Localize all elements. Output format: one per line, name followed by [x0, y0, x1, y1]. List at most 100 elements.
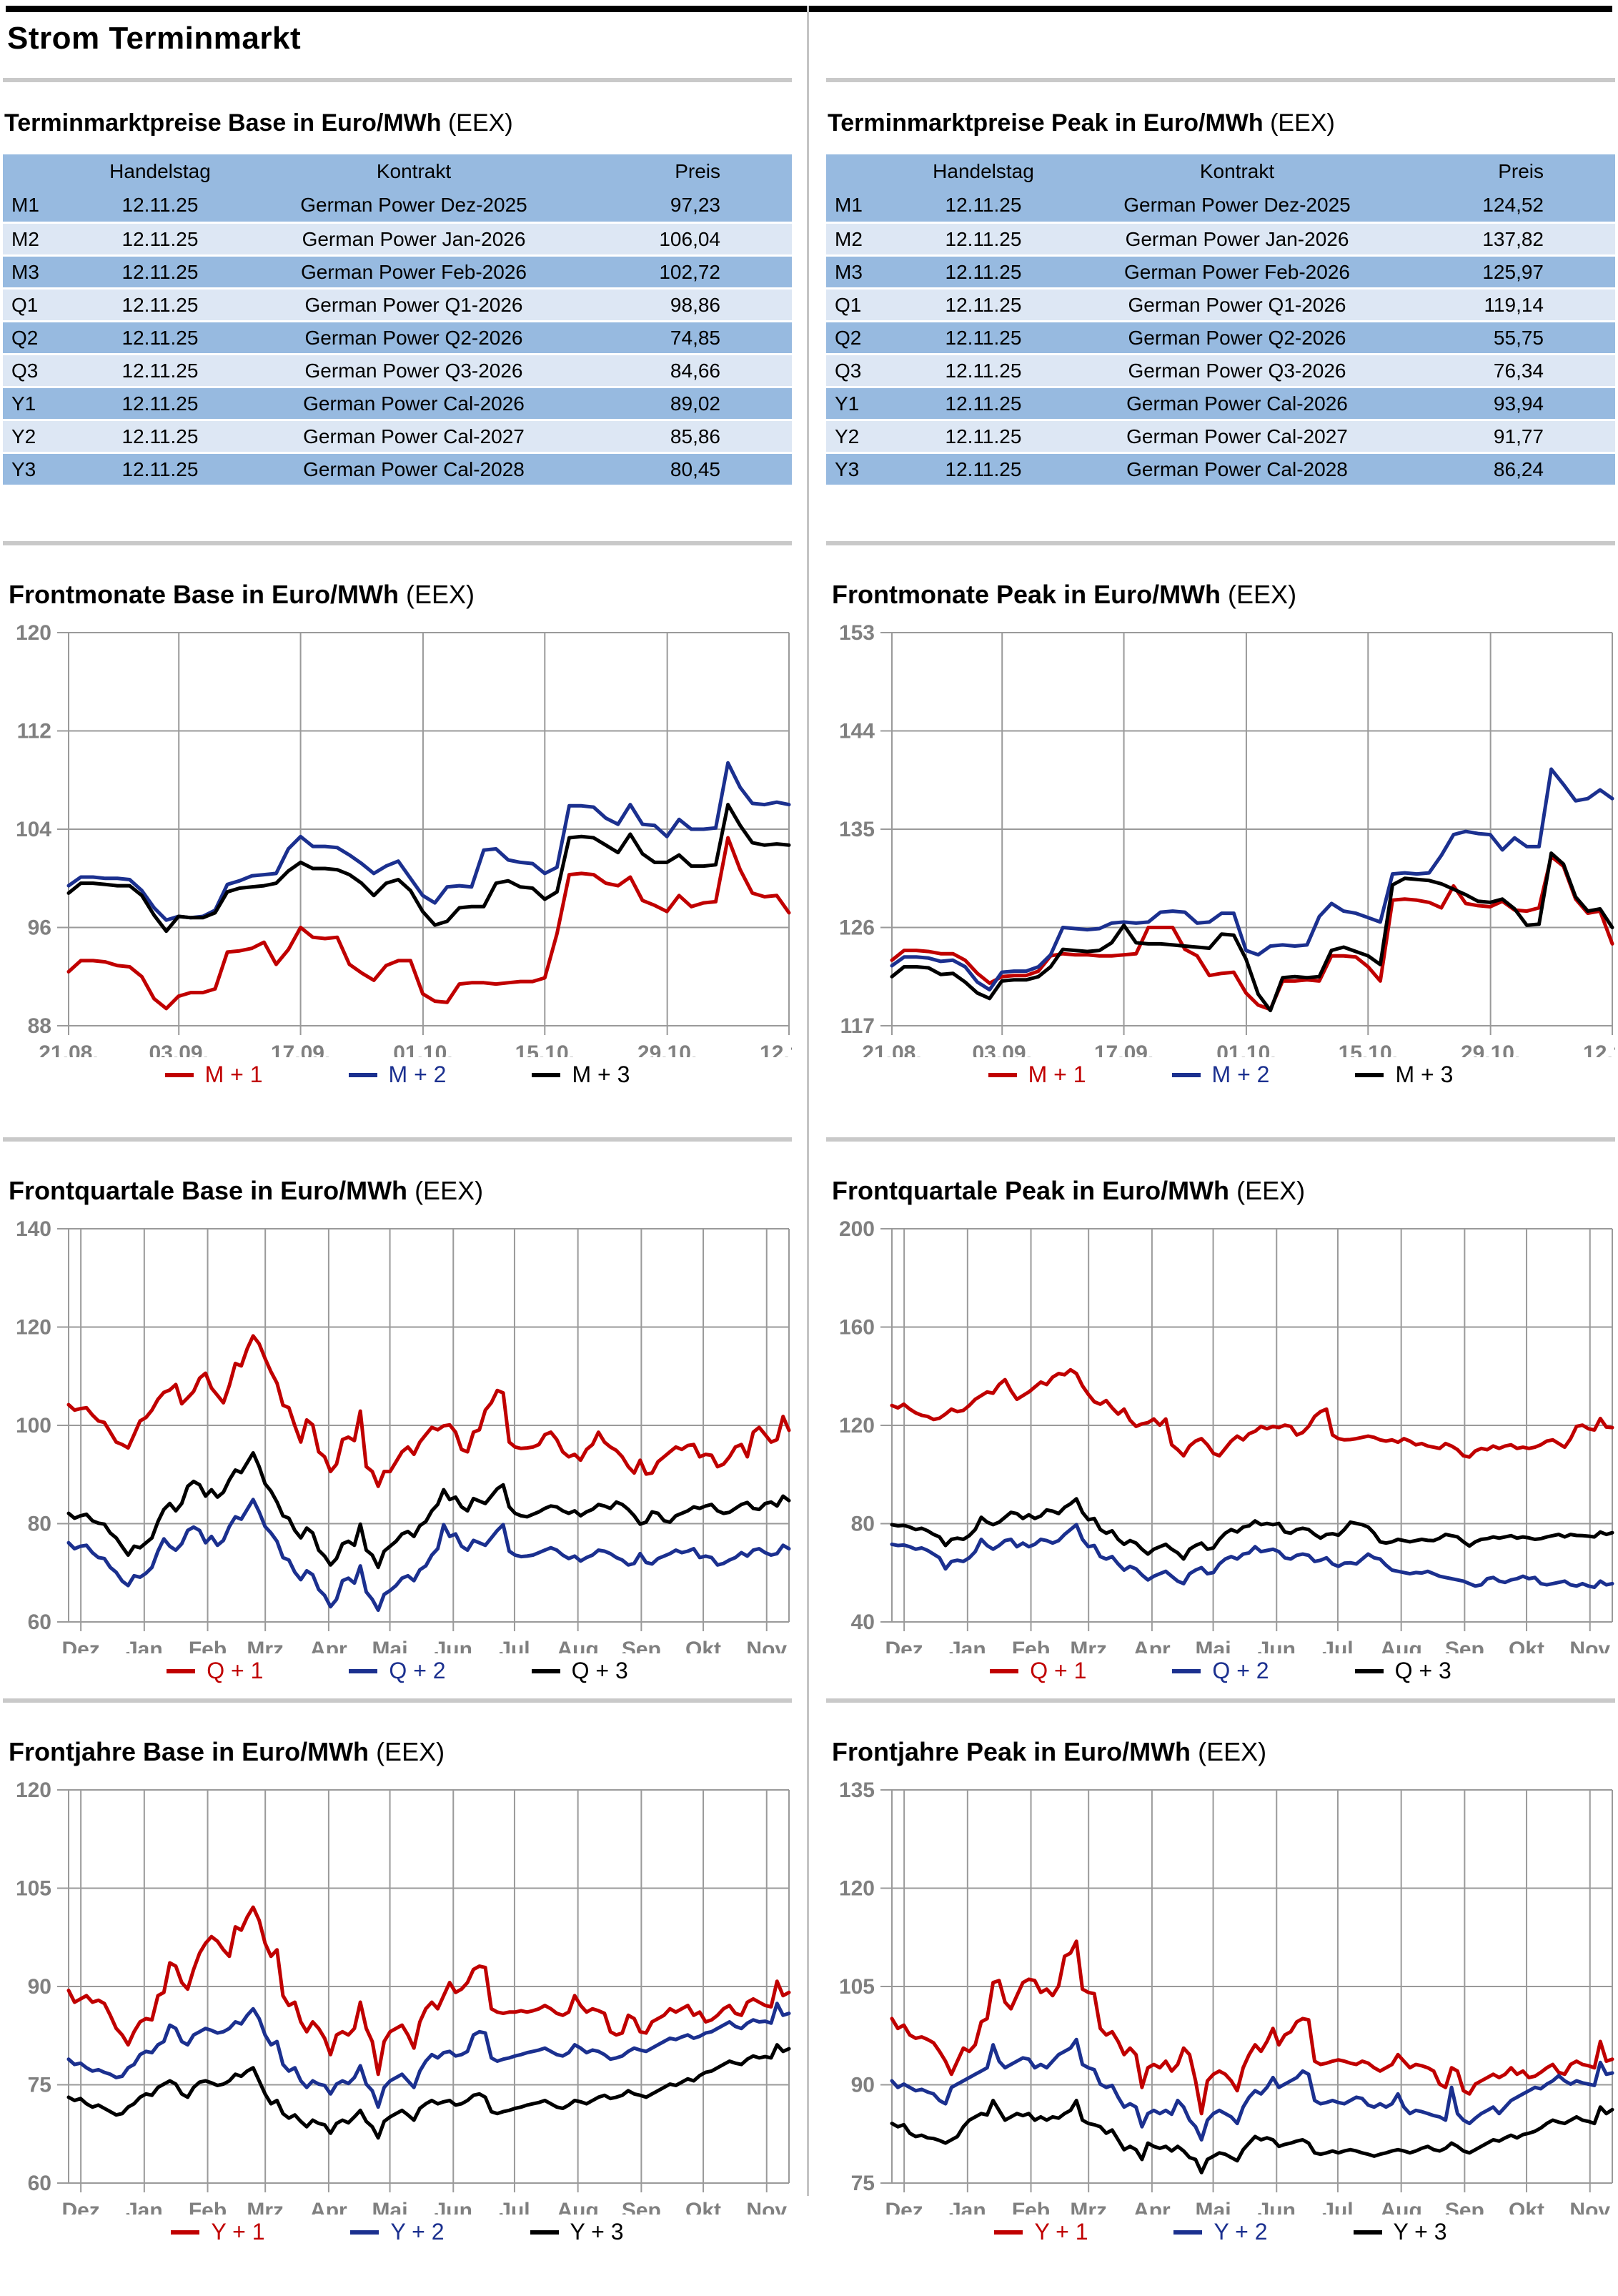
chart-legend: M + 1 M + 2 M + 3 [826, 1062, 1615, 1088]
y-axis-tick-label: 40 [851, 1610, 875, 1634]
table-cell: Q3 [826, 353, 890, 386]
series-line-M+3 [66, 803, 791, 934]
series-line-Y+3 [890, 2099, 1614, 2174]
y-axis-tick-label: 120 [16, 621, 51, 645]
table-cell: 93,94 [1398, 386, 1615, 419]
x-axis-tick-label: Jan [949, 2199, 986, 2215]
column-header: Handelstag [109, 160, 211, 182]
legend-label: Q + 2 [389, 1658, 446, 1683]
legend-item: Q + 1 [167, 1658, 263, 1684]
table-cell: 12.11.25 [67, 320, 253, 353]
y-axis-tick-label: 120 [16, 1316, 51, 1340]
x-axis-tick-label: Jan [126, 1638, 163, 1653]
legend-label: Q + 3 [1394, 1658, 1451, 1683]
legend-swatch [532, 1072, 561, 1077]
column-header [826, 154, 890, 189]
table-cell: Y2 [826, 419, 890, 452]
legend-item: M + 1 [988, 1062, 1086, 1088]
heading-suffix: (EEX) [447, 109, 513, 137]
table-row: Y1 12.11.25 German Power Cal-2026 89,02 [3, 386, 792, 419]
table-cell: 74,85 [575, 320, 792, 353]
y-axis-tick-label: 100 [16, 1414, 51, 1438]
x-axis-tick-label: Mrz [247, 1638, 284, 1653]
x-axis-tick-label: Mrz [1070, 1638, 1107, 1653]
heading-suffix: (EEX) [1270, 109, 1335, 137]
chart-legend: M + 1 M + 2 M + 3 [3, 1062, 792, 1088]
table-cell: Q2 [826, 320, 890, 353]
section-rule [3, 1137, 792, 1142]
table-cell: 12.11.25 [890, 386, 1076, 419]
table-cell: German Power Feb-2026 [1076, 254, 1398, 287]
legend-item: Y + 1 [994, 2219, 1088, 2245]
table-cell: 137,82 [1398, 222, 1615, 254]
x-axis-tick-label: Mai [372, 2199, 408, 2215]
series-line-M+3 [890, 851, 1614, 1013]
x-axis-tick-label: Jan [949, 1638, 986, 1653]
table-cell: M1 [835, 194, 863, 216]
table-cell: Q2 [3, 320, 67, 353]
peak-table-section: Terminmarktpreise Peak in Euro/MWh (EEX)… [826, 78, 1615, 541]
x-axis-tick-label: Feb [1012, 2199, 1050, 2215]
x-axis-tick-label: Aug [1380, 1638, 1421, 1653]
report-grid: Terminmarktpreise Base in Euro/MWh (EEX)… [0, 78, 1618, 2284]
x-axis-tick-label: Okt [1509, 1638, 1544, 1653]
x-axis-tick-label: Jun [1258, 2199, 1296, 2215]
table-cell: 85,86 [575, 419, 792, 452]
column-header [3, 154, 67, 189]
chart-title-text: Frontquartale Base in Euro/MWh [9, 1176, 408, 1205]
legend-item: Q + 3 [531, 1658, 628, 1684]
table-cell: 12.11.25 [67, 222, 253, 254]
legend-item: Q + 2 [1172, 1658, 1269, 1684]
table-cell: M2 [826, 222, 890, 254]
table-cell: German Power Feb-2026 [253, 254, 575, 287]
table-cell: German Power Jan-2026 [1076, 222, 1398, 254]
section-rule [3, 1698, 792, 1703]
table-cell: German Power Cal-2027 [253, 419, 575, 452]
table-row: M1 12.11.25 German Power Dez-2025 97,23 [3, 189, 792, 222]
table-cell: German Power Cal-2028 [253, 452, 575, 485]
chart-legend: Q + 1 Q + 2 Q + 3 [3, 1658, 792, 1684]
legend-label: Y + 1 [1034, 2219, 1088, 2245]
table-cell: 125,97 [1398, 254, 1615, 287]
legend-label: Y + 2 [390, 2219, 445, 2245]
y-axis-tick-label: 60 [28, 2172, 51, 2195]
y-axis-tick-label: 80 [28, 1513, 51, 1536]
legend-label: M + 1 [204, 1062, 263, 1087]
table-cell: 12.11.25 [67, 452, 253, 485]
legend-swatch [530, 2230, 559, 2235]
legend-label: Y + 2 [1214, 2219, 1268, 2245]
chart-legend: Y + 1 Y + 2 Y + 3 [3, 2219, 792, 2245]
chart-title-suffix: (EEX) [1228, 580, 1297, 609]
x-axis-tick-label: Jul [1322, 2199, 1353, 2215]
legend-swatch [349, 1668, 378, 1673]
legend-label: M + 3 [572, 1062, 630, 1087]
frontjahre-peak-chart: 75 90 105 120 135 Dez Jan Feb Mrz Apr Mai Jun Jul Aug… [839, 1778, 1614, 2215]
table-cell: 12.11.25 [890, 353, 1076, 386]
frontquartale-peak-section: Frontquartale Peak in Euro/MWh (EEX) 40 8… [826, 1137, 1615, 1698]
x-axis-tick-label: 29.10. [1461, 1041, 1520, 1057]
x-axis-tick-label: Jun [1258, 1638, 1296, 1653]
x-axis-tick-label: Jul [499, 2199, 530, 2215]
table-cell: Y1 [826, 386, 890, 419]
chart-title-text: Frontmonate Peak in Euro/MWh [832, 580, 1221, 609]
legend-swatch [1171, 1072, 1201, 1077]
table-row: Q3 12.11.25 German Power Q3-2026 84,66 [3, 353, 792, 386]
table-row: Q1 12.11.25 German Power Q1-2026 98,86 [3, 287, 792, 320]
chart-title-text: Frontmonate Base in Euro/MWh [9, 580, 399, 609]
series-line-Y+1 [890, 1939, 1614, 2116]
x-axis-tick-label: Sep [622, 1638, 661, 1653]
table-row: Q1 12.11.25 German Power Q1-2026 119,14 [826, 287, 1615, 320]
section-rule [826, 1698, 1615, 1703]
frontmonate-base-chart: 88 96 104 112 120 21.08. 03.09. 17.09. 01.10. 15.… [16, 621, 792, 1057]
x-axis-tick-label: Mai [1196, 1638, 1231, 1653]
y-axis-tick-label: 120 [839, 1414, 875, 1438]
x-axis-tick-label: Apr [310, 2199, 347, 2215]
legend-item: Q + 3 [1354, 1658, 1451, 1684]
table-cell: 12.11.25 [67, 419, 253, 452]
legend-swatch [1353, 2230, 1382, 2235]
legend-item: Q + 1 [990, 1658, 1086, 1684]
y-axis-tick-label: 126 [839, 916, 875, 940]
table-cell: German Power Cal-2026 [1076, 386, 1398, 419]
y-axis-tick-label: 144 [839, 720, 875, 743]
peak-table-heading: Terminmarktpreise Peak in Euro/MWh (EEX) [828, 109, 1615, 137]
